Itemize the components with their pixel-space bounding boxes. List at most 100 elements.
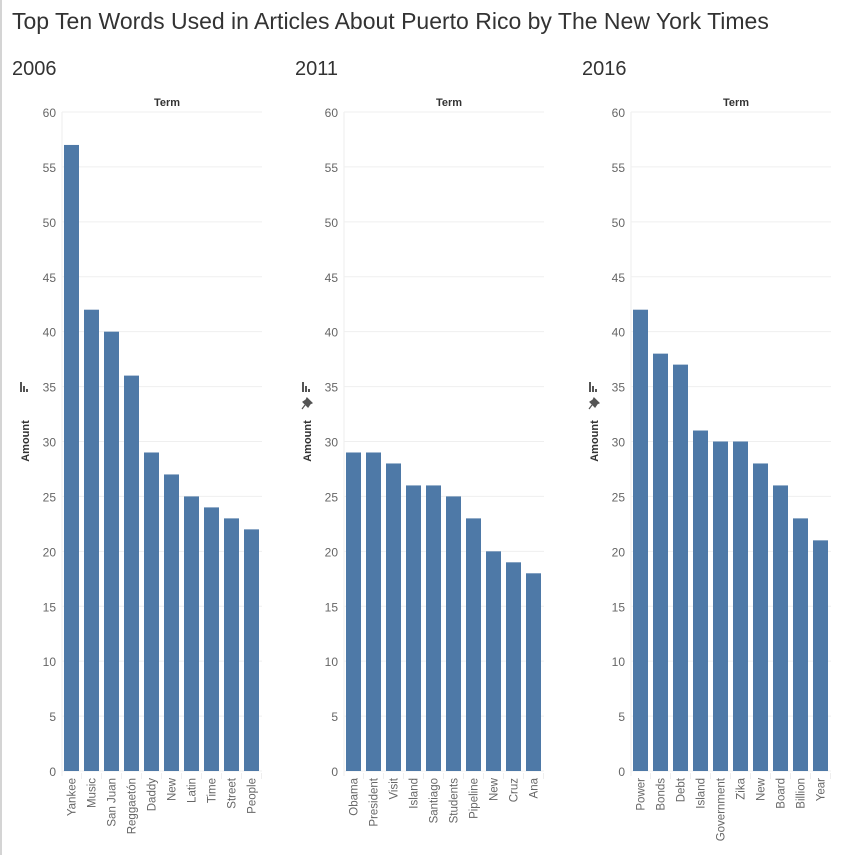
sort-icon-bar bbox=[302, 382, 304, 392]
bar-Power bbox=[633, 309, 648, 771]
y-tick-label: 20 bbox=[612, 545, 626, 559]
x-tick-label: Pipeline bbox=[469, 778, 481, 819]
x-tick-label: People bbox=[247, 778, 259, 814]
panel-title: 2016 bbox=[582, 58, 627, 80]
bar-Pipeline bbox=[466, 518, 481, 771]
sort-icon bbox=[20, 382, 28, 392]
bar-San Juan bbox=[104, 331, 119, 771]
y-tick-label: 45 bbox=[43, 271, 57, 285]
y-tick-label: 0 bbox=[49, 765, 56, 779]
bar-New bbox=[164, 474, 179, 771]
y-tick-label: 50 bbox=[43, 216, 57, 230]
x-tick-label: Board bbox=[776, 778, 788, 809]
y-tick-label: 0 bbox=[331, 765, 338, 779]
bar-Reggaetón bbox=[124, 375, 139, 771]
y-tick-label: 60 bbox=[612, 106, 626, 120]
y-tick-label: 45 bbox=[325, 271, 339, 285]
bar-Latin bbox=[184, 496, 199, 771]
bar-Cruz bbox=[506, 562, 521, 771]
y-tick-label: 25 bbox=[612, 490, 626, 504]
y-tick-label: 55 bbox=[43, 161, 57, 175]
x-tick-label: New bbox=[167, 777, 179, 801]
y-tick-label: 15 bbox=[325, 600, 339, 614]
bar-Billion bbox=[793, 518, 808, 771]
x-tick-label: Santiago bbox=[429, 778, 441, 823]
y-tick-label: 5 bbox=[618, 710, 625, 724]
panel-title: 2006 bbox=[12, 58, 57, 80]
x-tick-label: Island bbox=[696, 778, 708, 809]
sort-icon bbox=[302, 382, 310, 392]
x-tick-label: Bonds bbox=[656, 778, 668, 811]
bar-Debt bbox=[673, 364, 688, 771]
sort-icon-bar bbox=[308, 389, 310, 392]
y-tick-label: 25 bbox=[325, 490, 339, 504]
bar-Visit bbox=[386, 463, 401, 771]
x-tick-label: Year bbox=[816, 778, 828, 801]
y-tick-label: 15 bbox=[43, 600, 57, 614]
y-tick-label: 50 bbox=[325, 216, 339, 230]
pin-icon bbox=[301, 396, 314, 410]
sort-icon-bar bbox=[305, 386, 307, 392]
bar-Ana bbox=[526, 573, 541, 771]
y-tick-label: 40 bbox=[325, 326, 339, 340]
y-tick-label: 20 bbox=[43, 545, 57, 559]
x-tick-label: Time bbox=[207, 778, 219, 803]
x-axis-title: Term bbox=[436, 97, 462, 109]
bar-Bonds bbox=[653, 353, 668, 771]
bar-New bbox=[486, 551, 501, 771]
y-tick-label: 5 bbox=[331, 710, 338, 724]
y-tick-label: 50 bbox=[612, 216, 626, 230]
bar-Board bbox=[773, 485, 788, 771]
sort-icon-bar bbox=[589, 382, 591, 392]
bar-Time bbox=[204, 507, 219, 771]
sort-icon-bar bbox=[595, 389, 597, 392]
y-tick-label: 35 bbox=[612, 381, 626, 395]
y-tick-label: 30 bbox=[43, 436, 57, 450]
x-tick-label: Obama bbox=[349, 777, 361, 815]
bar-Street bbox=[224, 518, 239, 771]
y-tick-label: 25 bbox=[43, 490, 57, 504]
x-tick-label: Ana bbox=[529, 777, 541, 798]
x-tick-label: Latin bbox=[187, 778, 199, 803]
chart-panel-2016: 2016 Term 0 5 10 15 20 25 30 35 40 45 50 55 60 Amount Po… bbox=[582, 58, 831, 841]
x-tick-label: San Juan bbox=[107, 778, 119, 827]
y-tick-label: 10 bbox=[612, 655, 626, 669]
x-tick-label: New bbox=[489, 777, 501, 801]
sort-icon-bar bbox=[26, 389, 28, 392]
y-tick-label: 5 bbox=[49, 710, 56, 724]
sort-icon-bar bbox=[592, 386, 594, 392]
chart-panel-2006: 2006 Term 0 5 10 15 20 25 30 35 40 45 50 55 60 Amount Ya… bbox=[12, 58, 262, 834]
x-tick-label: Cruz bbox=[509, 778, 521, 803]
pin-icon-shape bbox=[588, 396, 601, 410]
y-axis-title: Amount bbox=[589, 420, 601, 462]
y-tick-label: 35 bbox=[325, 381, 339, 395]
dashboard-title: Top Ten Words Used in Articles About Pue… bbox=[12, 8, 769, 34]
bar-Zika bbox=[733, 441, 748, 771]
y-tick-label: 10 bbox=[43, 655, 57, 669]
x-tick-label: New bbox=[756, 777, 768, 801]
x-tick-label: Island bbox=[409, 778, 421, 809]
x-axis-title: Term bbox=[154, 97, 180, 109]
y-tick-label: 10 bbox=[325, 655, 339, 669]
x-tick-label: Government bbox=[716, 777, 728, 841]
bar-Year bbox=[813, 540, 828, 771]
chart-panel-2011: 2011 Term 0 5 10 15 20 25 30 35 40 45 50 55 60 Amount Ob… bbox=[295, 58, 544, 827]
bar-Obama bbox=[346, 452, 361, 771]
y-tick-label: 15 bbox=[612, 600, 626, 614]
x-tick-label: Visit bbox=[389, 777, 401, 799]
bar-President bbox=[366, 452, 381, 771]
bar-Yankee bbox=[64, 144, 79, 771]
y-tick-label: 20 bbox=[325, 545, 339, 559]
y-tick-label: 60 bbox=[43, 106, 57, 120]
x-tick-label: Yankee bbox=[67, 778, 79, 816]
pin-icon-shape bbox=[301, 396, 314, 410]
bar-Music bbox=[84, 309, 99, 771]
left-border bbox=[0, 0, 2, 855]
y-tick-label: 30 bbox=[612, 436, 626, 450]
x-tick-label: Music bbox=[87, 778, 99, 808]
x-tick-label: President bbox=[369, 777, 381, 826]
bar-Island bbox=[693, 430, 708, 771]
y-tick-label: 60 bbox=[325, 106, 339, 120]
x-tick-label: Debt bbox=[676, 777, 688, 802]
